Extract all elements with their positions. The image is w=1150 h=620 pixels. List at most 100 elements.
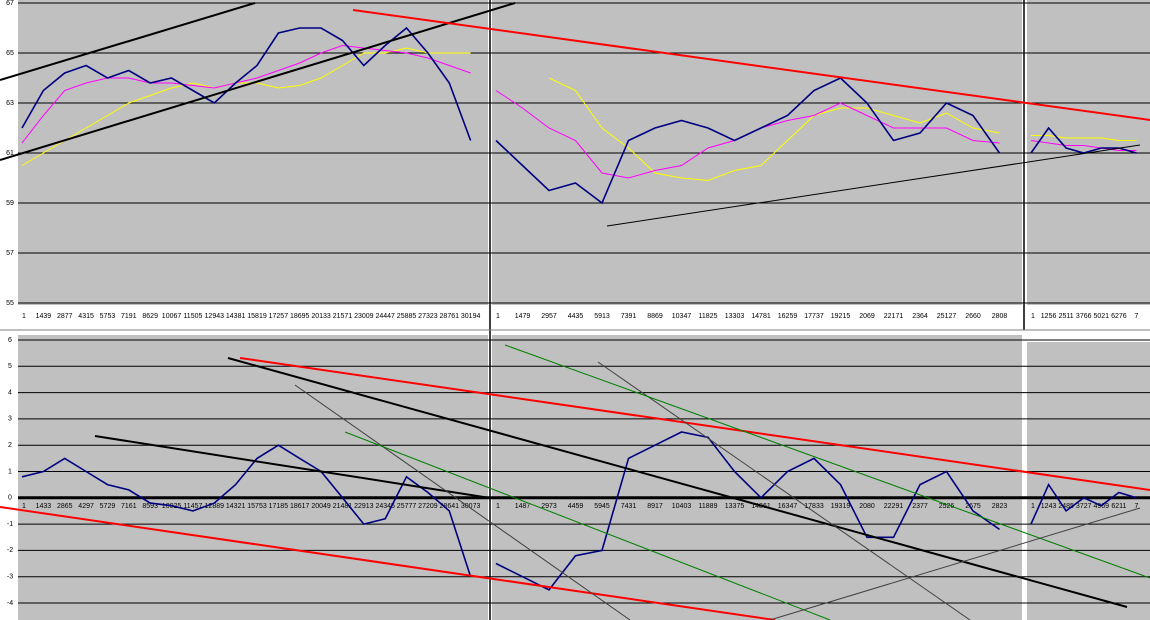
x-tick-label: 23009	[354, 313, 374, 320]
x-tick-label: 4315	[78, 313, 94, 320]
y-tick-label: 3	[8, 416, 12, 423]
series-line	[21, 444, 472, 577]
x-tick-label: 24345	[375, 503, 395, 510]
x-tick-label: 13303	[725, 313, 745, 320]
x-tick-label: 5021	[1093, 313, 1109, 320]
x-tick-label: 2660	[965, 313, 981, 320]
x-tick-label: 2511	[1059, 313, 1074, 320]
x-tick-label: 1243	[1041, 503, 1057, 510]
trend-line	[227, 357, 1128, 608]
x-tick-label: 11505	[183, 313, 202, 320]
x-tick-label: 2377	[912, 503, 928, 510]
x-tick-label: 2526	[939, 503, 955, 510]
y-tick-label: -4	[7, 600, 13, 607]
series-line	[1031, 135, 1137, 141]
series-line	[21, 44, 471, 144]
y-tick-label: 65	[6, 50, 14, 57]
x-tick-label: 27209	[418, 503, 438, 510]
x-tick-label: 8917	[647, 503, 663, 510]
x-tick-label: 1	[496, 503, 500, 510]
y-tick-label: 59	[6, 200, 14, 207]
x-tick-label: 2069	[859, 313, 875, 320]
x-tick-label: 18617	[290, 503, 310, 510]
x-tick-label: 27323	[418, 313, 438, 320]
trend-line	[294, 384, 631, 620]
x-tick-label: 22913	[354, 503, 374, 510]
x-tick-label: 1	[1031, 313, 1035, 320]
x-tick-label: 2080	[859, 503, 875, 510]
x-tick-label: 25127	[937, 313, 957, 320]
x-tick-label: 28761	[440, 313, 460, 320]
x-tick-label: 1	[22, 503, 26, 510]
y-tick-label: 1	[8, 468, 12, 475]
x-tick-label: 11457	[183, 503, 202, 510]
trend-line	[0, 506, 776, 620]
series-line	[495, 77, 1001, 205]
x-tick-label: 4297	[78, 503, 94, 510]
x-tick-label: 1	[1031, 503, 1035, 510]
y-tick-label: 0	[8, 495, 12, 502]
x-tick-label: 8629	[142, 313, 158, 320]
trend-line	[769, 507, 1141, 620]
x-tick-label: 15819	[247, 313, 267, 320]
x-tick-label: 18695	[290, 313, 310, 320]
x-tick-label: 17833	[804, 503, 824, 510]
x-tick-label: 1433	[36, 503, 52, 510]
series-line	[21, 26, 472, 141]
trend-line	[597, 361, 971, 620]
x-tick-label: 17185	[269, 503, 289, 510]
x-tick-label: 14381	[226, 313, 246, 320]
trend-line	[239, 357, 1150, 491]
x-tick-label: 22291	[884, 503, 904, 510]
x-tick-label: 1439	[36, 313, 52, 320]
y-tick-label: 4	[8, 389, 12, 396]
x-tick-label: 20049	[311, 503, 331, 510]
trend-line	[606, 144, 1141, 227]
y-tick-label: -2	[7, 547, 13, 554]
series-line	[21, 47, 471, 166]
trend-line	[344, 431, 831, 620]
x-tick-label: 16347	[778, 503, 798, 510]
y-tick-label: 67	[6, 0, 14, 7]
x-tick-label: 5729	[100, 503, 116, 510]
x-tick-label: 30194	[461, 313, 481, 320]
x-tick-label: 20133	[311, 313, 331, 320]
trend-line	[0, 2, 256, 81]
x-tick-label: 2823	[992, 503, 1008, 510]
x-tick-label: 5913	[594, 313, 610, 320]
x-tick-label: 6211	[1111, 503, 1126, 510]
plot-area	[18, 335, 488, 620]
x-tick-label: 3727	[1076, 503, 1092, 510]
x-tick-label: 2957	[541, 313, 557, 320]
y-tick-label: 2	[8, 442, 12, 449]
x-tick-label: 1	[496, 313, 500, 320]
x-tick-label: 5753	[100, 313, 116, 320]
x-tick-label: 5945	[594, 503, 610, 510]
x-tick-label: 1487	[515, 503, 531, 510]
x-tick-label: 10067	[162, 313, 182, 320]
x-tick-label: 25777	[397, 503, 417, 510]
y-tick-label: 61	[6, 150, 14, 157]
x-tick-label: 21481	[333, 503, 353, 510]
x-tick-label: 8869	[647, 313, 663, 320]
x-tick-label: 19215	[831, 313, 851, 320]
x-tick-label: 10403	[672, 503, 692, 510]
x-tick-label: 13375	[725, 503, 745, 510]
y-tick-label: 57	[6, 250, 14, 257]
x-tick-label: 7161	[121, 503, 137, 510]
x-tick-label: 7	[1134, 503, 1138, 510]
x-tick-label: 2808	[992, 313, 1008, 320]
x-tick-label: 7191	[121, 313, 137, 320]
plot-area	[492, 335, 1022, 620]
x-tick-label: 7431	[621, 503, 637, 510]
trend-line	[504, 344, 1150, 579]
y-tick-label: -1	[7, 521, 13, 528]
x-tick-label: 21571	[333, 313, 353, 320]
x-tick-label: 10347	[672, 313, 692, 320]
y-tick-label: 55	[6, 300, 14, 307]
x-tick-label: 12943	[205, 313, 225, 320]
x-tick-label: 1256	[1041, 313, 1057, 320]
y-tick-label: 63	[6, 100, 14, 107]
x-tick-label: 17257	[269, 313, 289, 320]
